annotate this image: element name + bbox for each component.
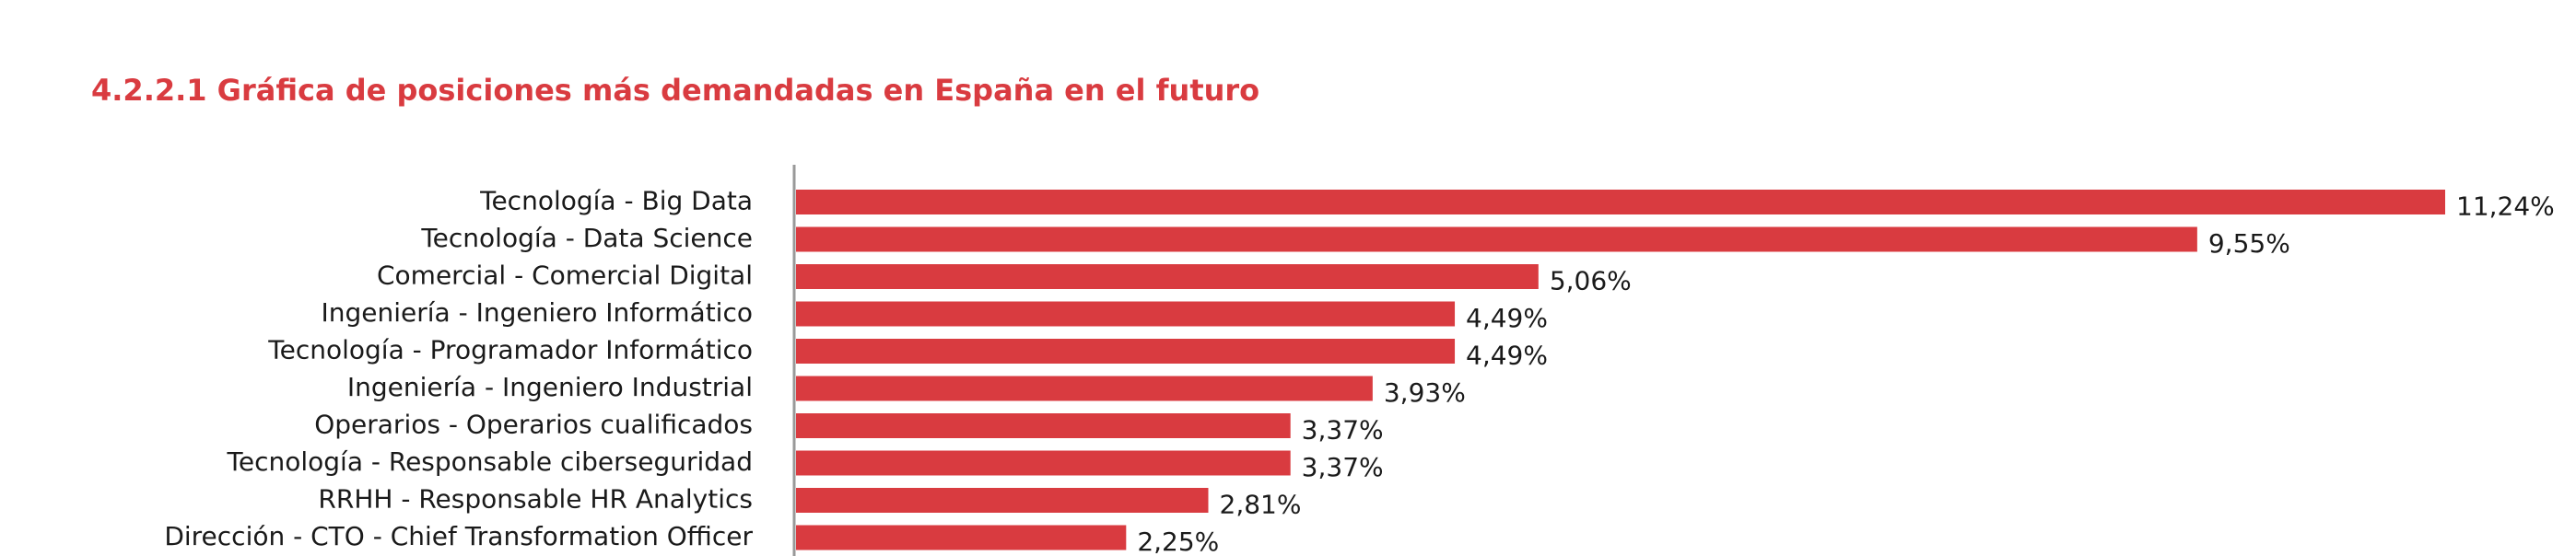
category-label: Ingeniería - Ingeniero Informático <box>321 297 753 328</box>
bar <box>796 450 1291 476</box>
category-label: Dirección - CTO - Chief Transformation O… <box>164 521 753 551</box>
value-label: 4,49% <box>1466 303 1548 333</box>
value-label: 9,55% <box>2208 228 2290 259</box>
value-label: 3,37% <box>1302 452 1384 482</box>
bar <box>796 413 1291 438</box>
bar <box>796 226 2197 252</box>
category-label: Tecnología - Programador Informático <box>267 335 753 365</box>
bar <box>796 264 1539 289</box>
bar <box>796 488 1209 513</box>
value-label: 2,81% <box>1220 490 1302 520</box>
value-label: 11,24% <box>2456 191 2555 222</box>
category-label: Operarios - Operarios cualificados <box>314 410 753 440</box>
bar <box>796 301 1456 327</box>
value-label: 4,49% <box>1466 341 1548 371</box>
bar <box>796 339 1456 364</box>
bar <box>796 190 2445 214</box>
category-label: Ingeniería - Ingeniero Industrial <box>347 372 753 402</box>
category-label: Tecnología - Big Data <box>479 186 753 216</box>
value-label: 3,37% <box>1302 415 1384 446</box>
value-label: 2,25% <box>1137 527 1219 556</box>
chart-title: 4.2.2.1 Gráfica de posiciones más demand… <box>91 73 1259 108</box>
value-label: 5,06% <box>1550 266 1632 296</box>
value-label: 3,93% <box>1384 377 1466 408</box>
category-label: Comercial - Comercial Digital <box>377 261 753 291</box>
category-label: Tecnología - Responsable ciberseguridad <box>227 446 753 477</box>
category-label: Tecnología - Data Science <box>420 223 753 253</box>
bar <box>796 525 1127 550</box>
bar <box>796 376 1373 401</box>
category-label: RRHH - Responsable HR Analytics <box>318 484 753 515</box>
